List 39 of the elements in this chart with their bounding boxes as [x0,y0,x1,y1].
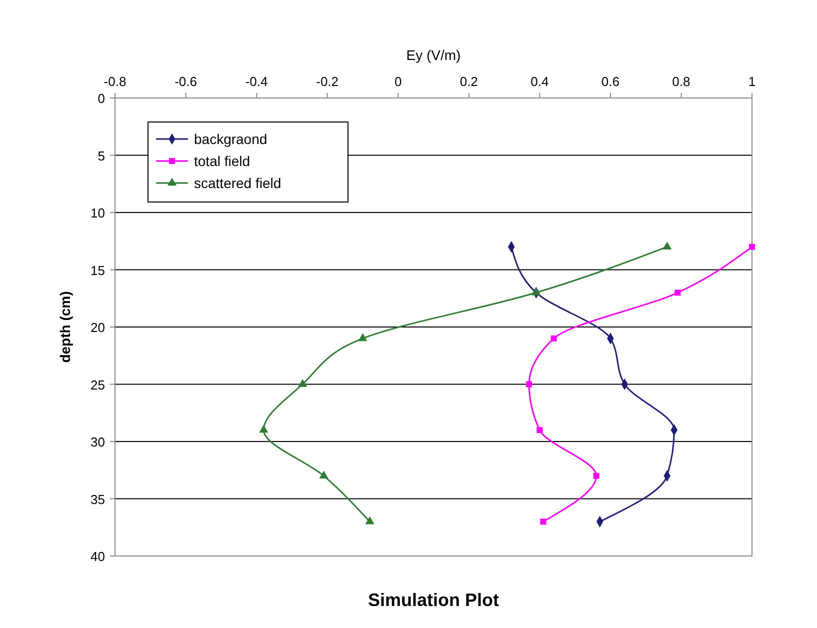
x-tick-label: 0.2 [460,74,478,89]
text: Simulation Plot [368,590,500,610]
point [532,287,541,296]
y-tick-label: 5 [98,148,105,164]
point [593,472,600,479]
x-tick-label: 0.4 [530,74,549,89]
point [550,335,557,342]
point [526,381,532,388]
y-tick-label: 0 [98,91,105,106]
y-tick-label: 40 [90,549,105,564]
y-tick-label: 10 [90,206,105,220]
point [259,424,268,433]
x-tick-label: -0.6 [174,74,197,89]
legend-label: scattered field [194,175,282,191]
point [674,290,681,296]
legend-label: total field [194,153,250,169]
point [365,516,374,524]
legend-label: backgraond [194,131,268,147]
x-tick-label: -0.4 [245,74,268,89]
y-tick-label: 15 [90,262,105,278]
point [358,333,368,342]
y-tick-label: 20 [90,320,105,335]
y-tick-label: 30 [90,434,105,450]
point [298,378,308,387]
point [319,470,328,478]
point [662,242,672,250]
y-axis-title: depth (cm) [57,291,73,363]
x-tick-label: -0.2 [316,74,339,89]
point [536,427,543,434]
x-tick-label: 0.8 [672,74,690,89]
x-tick-label: 0.6 [601,74,620,89]
x-tick-label: 1 [748,74,756,89]
y-tick-label: 35 [90,492,105,507]
point [749,244,755,250]
y-tick-label: 25 [90,377,105,392]
x-tick-label: 0 [394,74,402,89]
point [540,518,546,525]
x-tick-label: -0.8 [104,74,126,89]
x-axis-title: Ey (V/m) [406,47,461,63]
